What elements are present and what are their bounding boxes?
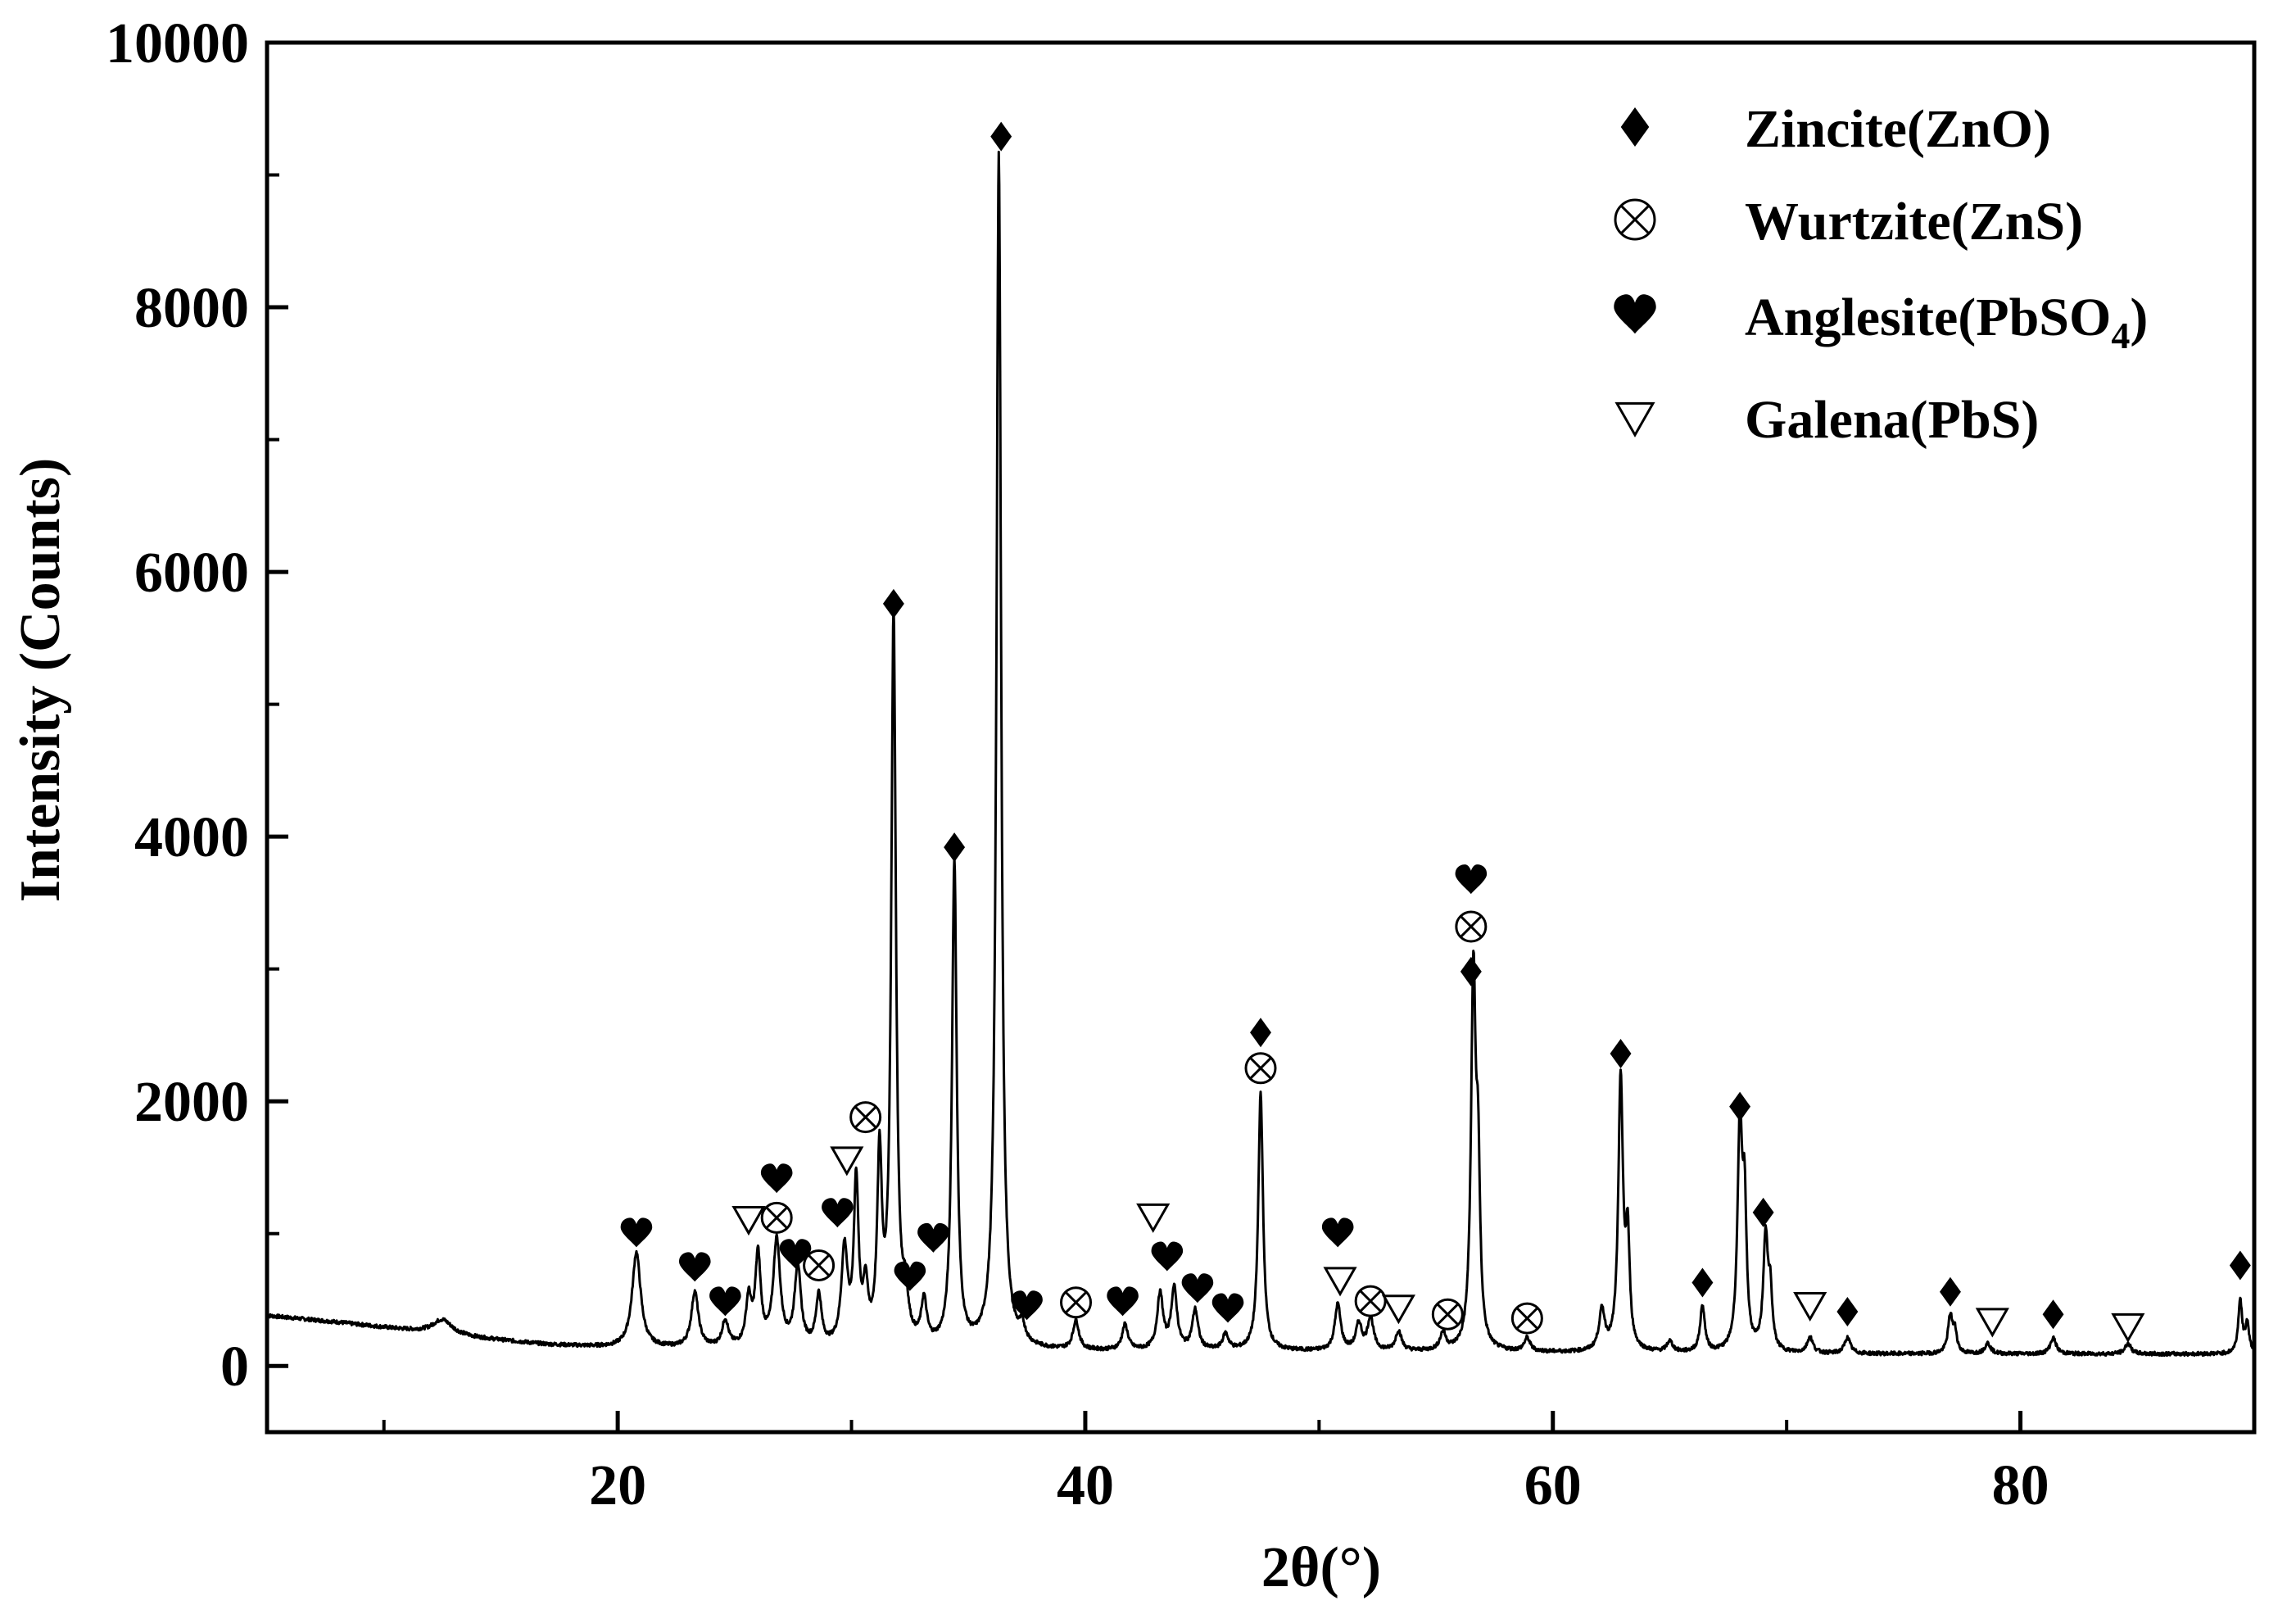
legend-label-text: Galena(PbS) [1745,390,2039,450]
circle-x-stroke [1437,1303,1459,1326]
legend-heart-icon [1614,294,1656,334]
y-tick-label: 4000 [134,806,249,869]
heart-marker [620,1217,653,1248]
x-tick-label: 40 [1057,1454,1114,1517]
heart-marker [760,1163,793,1194]
circle-x-stroke [1065,1291,1087,1314]
heart-marker [1181,1273,1214,1303]
y-tick-label: 10000 [106,12,249,75]
diamond-marker [1752,1197,1774,1227]
x-tick-label: 60 [1524,1454,1582,1517]
heart-marker [779,1239,812,1269]
legend-label: Galena(PbS) [1745,390,2039,450]
legend: Zincite(ZnO) Wurtzite(ZnS) Anglesite(PbSO4… [1614,99,2148,450]
circle-x-marker [803,1249,836,1281]
legend-label-text: Anglesite(PbSO [1745,288,2111,347]
heart-marker [1107,1286,1139,1317]
diamond-marker [1836,1297,1859,1327]
legend-diamond-icon [1620,107,1650,147]
circle-x-marker [1431,1298,1464,1331]
circle-x-stroke [1516,1307,1538,1330]
circle-x-marker [1510,1302,1543,1335]
circle-x-stroke [765,1207,788,1229]
ticks: 20 40 60 80 0 2000 4000 6000 8000 10000 [106,12,2256,1517]
x-tick-label: 20 [589,1454,646,1517]
triangle-down-marker [1975,1308,2009,1338]
circle-x-marker [1060,1286,1093,1319]
heart-marker [709,1286,741,1317]
legend-label-suffix: ) [2130,288,2148,347]
heart-marker [1011,1290,1043,1321]
diamond-marker [1729,1091,1751,1122]
x-axis-title: 2θ(°) [1261,1536,1381,1599]
xrd-series-line [266,150,2254,1358]
circle-x-stroke [1249,1057,1272,1080]
triangle-down-marker [1136,1203,1171,1233]
legend-label-text: Wurtzite(ZnS) [1745,192,2083,252]
y-axis-title: Intensity (Counts) [9,458,72,903]
circle-x-stroke [1620,205,1650,234]
circle-x-stroke [1359,1290,1382,1313]
triangle-down-marker [2111,1313,2145,1343]
heart-marker [1455,864,1488,895]
circle-x-stroke [1460,915,1483,938]
diamond-marker [1940,1276,1961,1307]
diamond-marker [1250,1018,1271,1048]
heart-marker [679,1252,711,1282]
x-tick-label: 80 [1992,1454,2049,1517]
heart-marker [1211,1293,1244,1323]
diamond-marker [944,832,966,863]
circle-x-marker [1354,1285,1387,1317]
legend-triangle-down-icon [1614,401,1655,438]
legend-label-text: Zincite(ZnO) [1745,99,2051,159]
legend-label: Zincite(ZnO) [1745,99,2051,159]
triangle-down-marker [731,1206,766,1236]
circle-x-marker [1244,1052,1277,1085]
heart-marker [1321,1217,1354,1248]
diamond-marker [1610,1039,1632,1069]
heart-marker [822,1198,854,1228]
circle-x-stroke [854,1106,876,1128]
diamond-marker [2042,1299,2064,1330]
triangle-down-marker [1381,1294,1415,1325]
legend-label: Wurtzite(ZnS) [1745,192,2083,252]
circle-x-marker [760,1201,793,1234]
axes [265,40,2257,1435]
diamond-marker [1691,1267,1714,1298]
y-tick-label: 6000 [134,542,249,605]
triangle-down-marker [1793,1292,1827,1322]
diamond-marker [990,121,1012,152]
circle-x-marker [849,1101,882,1134]
diamond-marker [1460,956,1482,986]
diamond-marker [882,588,904,619]
legend-circle-x-icon [1614,198,1656,241]
circle-x-marker [1455,910,1488,943]
heart-marker [917,1222,949,1253]
heart-marker [894,1261,926,1291]
heart-marker [1151,1241,1184,1272]
plot-frame [265,40,2257,1435]
series-layer [266,150,2254,1358]
legend-label-subscript: 4 [2111,315,2130,356]
y-tick-label: 2000 [134,1071,249,1134]
circle-x-stroke [808,1254,830,1276]
triangle-down-marker [1323,1267,1357,1297]
y-tick-label: 8000 [134,277,249,340]
triangle-down-marker [830,1146,864,1177]
annotation-layer [620,121,2251,1343]
legend-label: Anglesite(PbSO4) [1745,288,2148,356]
y-tick-label: 0 [220,1335,249,1399]
diamond-marker [2229,1250,2251,1281]
